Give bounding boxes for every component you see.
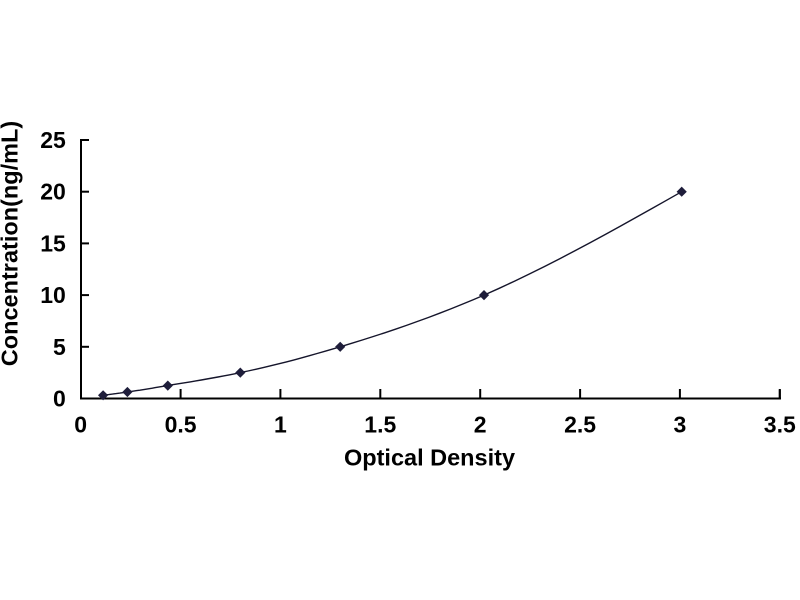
svg-text:2: 2 xyxy=(474,412,487,438)
svg-text:Optical Density: Optical Density xyxy=(344,445,515,471)
svg-text:15: 15 xyxy=(40,230,66,256)
svg-text:0: 0 xyxy=(74,412,87,438)
svg-text:2.5: 2.5 xyxy=(564,412,596,438)
svg-text:Concentration(ng/mL): Concentration(ng/mL) xyxy=(0,121,23,366)
svg-text:5: 5 xyxy=(53,334,66,360)
svg-text:25: 25 xyxy=(40,127,66,153)
svg-text:0.5: 0.5 xyxy=(165,412,197,438)
svg-text:20: 20 xyxy=(40,179,66,205)
svg-text:0: 0 xyxy=(53,386,66,412)
svg-text:1: 1 xyxy=(274,412,287,438)
svg-text:3.5: 3.5 xyxy=(764,412,796,438)
svg-text:10: 10 xyxy=(40,282,66,308)
svg-text:1.5: 1.5 xyxy=(364,412,396,438)
svg-text:3: 3 xyxy=(674,412,687,438)
